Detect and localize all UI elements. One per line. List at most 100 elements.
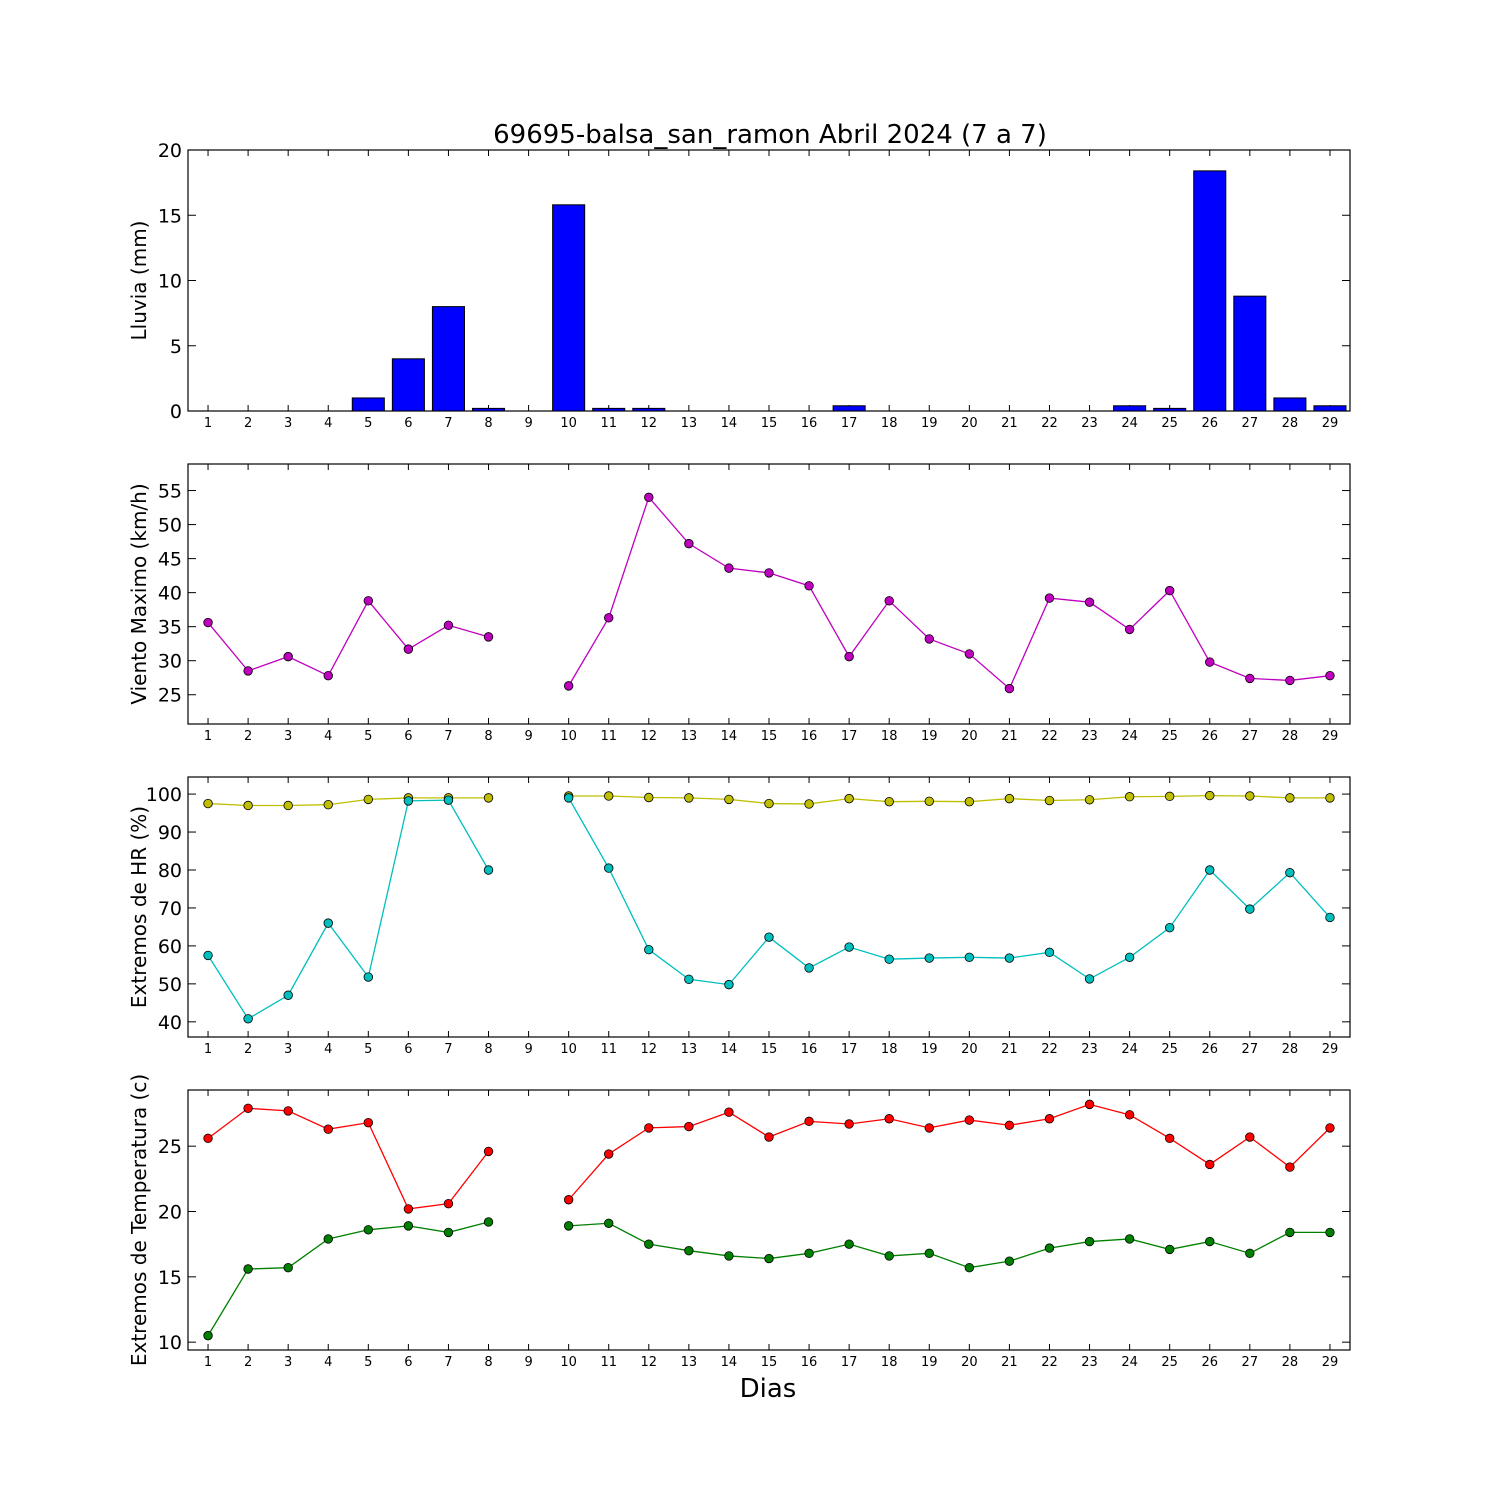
series-line	[568, 797, 1331, 986]
data-point	[1044, 1114, 1055, 1124]
data-point	[243, 1103, 253, 1113]
data-point	[1164, 1133, 1175, 1144]
data-point	[323, 918, 333, 928]
data-point	[964, 796, 975, 807]
x-tick-label: 23	[1081, 729, 1098, 744]
x-tick-label: 13	[681, 1355, 698, 1370]
rain-bar	[471, 407, 506, 412]
x-axis-label: Dias	[740, 1374, 797, 1404]
data-point	[644, 1239, 654, 1249]
x-tick-label: 16	[801, 416, 818, 431]
x-tick-label: 17	[841, 729, 858, 744]
data-point	[724, 1107, 734, 1117]
y-tick-label: 30	[158, 651, 182, 673]
rain-bar	[552, 204, 586, 412]
x-tick-label: 25	[1161, 416, 1178, 431]
x-tick-label: 8	[484, 729, 492, 744]
data-point	[724, 563, 734, 573]
x-tick-label: 4	[324, 729, 332, 744]
x-tick-label: 11	[600, 1355, 617, 1370]
rain-bar	[1153, 407, 1187, 412]
data-point	[1285, 1162, 1295, 1172]
x-tick-label: 4	[324, 416, 332, 431]
data-point	[203, 1133, 213, 1144]
x-tick-label: 16	[801, 1355, 818, 1370]
data-point	[684, 974, 694, 985]
data-point	[203, 950, 213, 961]
x-tick-label: 19	[921, 1042, 938, 1057]
data-point	[443, 620, 454, 631]
series-line	[208, 797, 489, 807]
data-point	[604, 863, 614, 873]
y-tick-label: 40	[158, 1012, 182, 1034]
x-tick-label: 1	[204, 729, 212, 744]
data-point	[563, 681, 574, 691]
x-tick-label: 24	[1121, 1042, 1138, 1057]
rain-bar	[632, 407, 666, 412]
x-tick-label: 17	[841, 1042, 858, 1057]
y-tick-label: 55	[158, 481, 182, 503]
x-tick-label: 1	[204, 1355, 212, 1370]
x-tick-label: 8	[484, 1355, 492, 1370]
plot-frame	[187, 149, 1351, 412]
data-point	[1205, 790, 1215, 801]
rain-bar	[1113, 405, 1147, 412]
x-tick-label: 10	[560, 1042, 577, 1057]
data-point	[323, 1234, 333, 1244]
data-point	[1044, 795, 1055, 806]
x-tick-label: 5	[364, 729, 372, 744]
x-tick-label: 15	[761, 416, 778, 431]
x-tick-label: 7	[444, 416, 452, 431]
data-point	[563, 1221, 574, 1231]
data-point	[1325, 912, 1335, 923]
x-tick-label: 7	[444, 1355, 452, 1370]
data-point	[604, 1149, 614, 1159]
x-tick-label: 22	[1041, 416, 1058, 431]
series-line	[568, 1103, 1331, 1201]
data-point	[283, 800, 293, 811]
data-point	[283, 1106, 293, 1116]
x-tick-label: 13	[681, 416, 698, 431]
x-tick-label: 22	[1041, 1355, 1058, 1370]
x-tick-label: 25	[1161, 1355, 1178, 1370]
x-tick-label: 9	[524, 1042, 532, 1057]
x-tick-label: 4	[324, 1355, 332, 1370]
y-axis-label: Extremos de Temperatura (c)	[127, 1074, 151, 1366]
data-point	[203, 798, 213, 809]
data-point	[1164, 791, 1175, 802]
data-point	[1285, 793, 1295, 803]
x-tick-label: 15	[761, 729, 778, 744]
x-tick-label: 10	[560, 416, 577, 431]
x-tick-label: 21	[1001, 416, 1018, 431]
data-point	[844, 793, 854, 804]
data-point	[1004, 953, 1015, 963]
data-point	[323, 670, 333, 681]
data-point	[844, 942, 854, 952]
x-tick-label: 10	[560, 1355, 577, 1370]
series-line	[207, 599, 489, 677]
x-tick-label: 5	[364, 1042, 372, 1057]
data-point	[1285, 675, 1295, 686]
data-point	[443, 1198, 454, 1209]
rain-bar	[1233, 295, 1267, 412]
data-point	[1004, 793, 1015, 804]
data-point	[443, 795, 454, 805]
x-tick-label: 25	[1161, 729, 1178, 744]
x-tick-label: 2	[244, 1355, 252, 1370]
data-point	[964, 649, 975, 659]
y-tick-label: 10	[158, 271, 182, 293]
data-point	[1245, 1132, 1255, 1142]
y-tick-label: 50	[158, 515, 182, 537]
x-tick-label: 18	[881, 729, 898, 744]
y-tick-label: 100	[146, 784, 182, 806]
data-point	[884, 1114, 894, 1124]
x-tick-label: 6	[404, 729, 412, 744]
x-tick-label: 26	[1201, 1355, 1218, 1370]
x-tick-label: 29	[1322, 416, 1339, 431]
x-tick-label: 29	[1322, 1042, 1339, 1057]
data-point	[724, 1251, 734, 1261]
plot-frame	[187, 1089, 1351, 1351]
x-tick-label: 22	[1041, 1042, 1058, 1057]
